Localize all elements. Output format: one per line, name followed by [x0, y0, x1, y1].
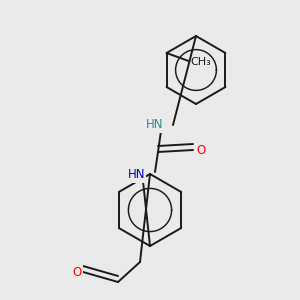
Text: CH₃: CH₃ — [190, 57, 211, 67]
Text: HN: HN — [146, 118, 163, 131]
Text: O: O — [196, 143, 206, 157]
Text: HN: HN — [128, 169, 145, 182]
Text: O: O — [72, 266, 82, 278]
